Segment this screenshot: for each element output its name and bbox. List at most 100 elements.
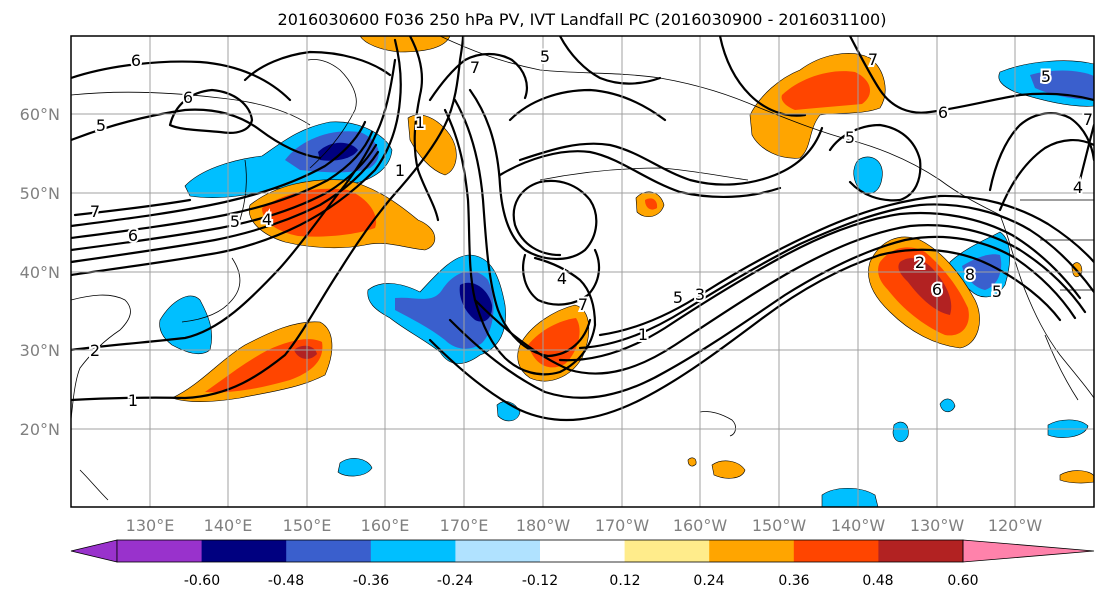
neg-anomaly-canada-core xyxy=(1030,70,1094,100)
pv-contour-2 xyxy=(71,58,397,352)
pos-anomaly-small-3 xyxy=(1059,470,1094,484)
lon-label: 140°W xyxy=(831,516,886,535)
pos-anomaly-small-2 xyxy=(711,460,746,479)
pv-contours xyxy=(71,36,1094,422)
pv-contour-25 xyxy=(518,126,824,186)
contour-label: 4 xyxy=(557,269,567,288)
lon-label: 140°E xyxy=(204,516,253,535)
lon-label: 160°E xyxy=(361,516,410,535)
contour-label: 5 xyxy=(992,282,1002,301)
coastline-baja xyxy=(1044,334,1079,401)
contour-label: 6 xyxy=(183,88,193,107)
contour-label: 6 xyxy=(131,51,141,70)
lon-label: 120°W xyxy=(988,516,1043,535)
pv-contour-10 xyxy=(71,60,292,102)
colorbar-tick-label: -0.12 xyxy=(522,573,558,589)
lon-label: 150°W xyxy=(752,516,807,535)
lon-label: 130°E xyxy=(126,516,175,535)
lon-label: 160°W xyxy=(673,516,728,535)
contour-label: 5 xyxy=(673,288,683,307)
lon-label: 180°W xyxy=(516,516,571,535)
lat-label: 50°N xyxy=(20,184,60,203)
contour-label: 6 xyxy=(128,226,138,245)
lat-label: 20°N xyxy=(20,420,60,439)
lat-label: 30°N xyxy=(20,341,60,360)
neg-anomaly-gulf xyxy=(853,156,883,194)
pv-contour-7 xyxy=(71,120,367,228)
pv-contour-3 xyxy=(71,38,402,277)
lat-label: 40°N xyxy=(20,263,60,282)
pv-contour-26 xyxy=(498,150,782,198)
colorbar-tick-label: -0.24 xyxy=(437,573,473,589)
contour-label: 5 xyxy=(1041,67,1051,86)
contour-label: 3 xyxy=(695,285,705,304)
colorbar-segment xyxy=(624,540,710,562)
pv-contour-4 xyxy=(71,150,380,264)
lon-label: 130°W xyxy=(910,516,965,535)
contour-labels: 6 6 5 7 6 5 4 2 1 1 7 1 4 7 1 5 3 7 5 6 xyxy=(88,45,1094,412)
colorbar-segment xyxy=(540,540,626,562)
pv-contour-23 xyxy=(578,203,1094,350)
coastline-japan xyxy=(181,257,241,323)
pos-anomaly-japan-jet-core xyxy=(262,188,377,237)
coastline-aleutians xyxy=(539,167,749,181)
colorbar-extend-max xyxy=(962,539,1095,563)
pv-contour-24 xyxy=(598,194,1094,337)
lat-label: 60°N xyxy=(20,105,60,124)
pv-contour-22 xyxy=(558,211,1082,362)
contour-label: 6 xyxy=(932,280,942,299)
contour-label: 8 xyxy=(965,265,975,284)
pv-contour-29 xyxy=(718,36,807,117)
pv-contour-30 xyxy=(848,36,1094,114)
colorbar-segment xyxy=(878,540,964,562)
pv-contour-11 xyxy=(168,88,254,134)
contour-label: 5 xyxy=(96,116,106,135)
colorbar-tick-label: 0.24 xyxy=(693,573,724,589)
pv-contour-9 xyxy=(71,108,322,160)
neg-anomaly-subtropic-6 xyxy=(939,398,956,413)
colorbar-tick-label: -0.36 xyxy=(353,573,389,589)
contour-label: 7 xyxy=(90,202,100,221)
pv-contour-34 xyxy=(1078,123,1094,182)
contour-label: 1 xyxy=(128,391,138,410)
colorbar-extend-min xyxy=(70,539,118,563)
colorbar-tick-label: 0.12 xyxy=(609,573,640,589)
pv-contour-20 xyxy=(448,235,1077,399)
colorbar: -0.60 -0.48 -0.36 -0.24 -0.12 0.12 0.24 … xyxy=(70,539,1095,589)
contour-label: 6 xyxy=(938,103,948,122)
pv-contour-8 xyxy=(73,198,192,217)
colorbar-tick-label: 0.36 xyxy=(778,573,809,589)
contour-label: 7 xyxy=(868,50,878,69)
contour-label: 4 xyxy=(262,210,272,229)
pv-contour-6 xyxy=(71,130,374,240)
colorbar-segment xyxy=(370,540,456,562)
pos-anomaly-arctic-north xyxy=(359,36,451,53)
lon-label: 170°E xyxy=(440,516,489,535)
coastline-hawaii xyxy=(699,411,736,437)
latitude-labels: 60°N 50°N 40°N 30°N 20°N xyxy=(20,105,60,439)
colorbar-tick-labels: -0.60 -0.48 -0.36 -0.24 -0.12 0.12 0.24 … xyxy=(184,573,979,589)
pv-contour-12 xyxy=(243,50,392,82)
coastline-north-america xyxy=(999,214,1094,399)
pv-contour-18 xyxy=(521,248,601,306)
contour-label: 7 xyxy=(578,295,588,314)
pv-contour-16 xyxy=(453,98,592,358)
colorbar-tick-label: -0.48 xyxy=(268,573,304,589)
contour-label: 7 xyxy=(1083,110,1093,129)
pv-contour-5 xyxy=(71,143,378,252)
coastline-sakhalin xyxy=(239,159,247,221)
contour-label: 1 xyxy=(395,161,405,180)
contour-label: 5 xyxy=(845,128,855,147)
lon-label: 150°E xyxy=(283,516,332,535)
coastline-philippines xyxy=(79,469,109,501)
contour-label: 4 xyxy=(1073,178,1083,197)
colorbar-segment xyxy=(286,540,372,562)
pos-anomaly-subtropic-west-center xyxy=(294,345,317,359)
colorbar-tick-label: 0.48 xyxy=(862,573,893,589)
coastlines xyxy=(71,36,1094,501)
gridlines xyxy=(71,36,1094,507)
contour-label: 5 xyxy=(230,212,240,231)
colorbar-segment xyxy=(455,540,541,562)
pos-anomaly-small-1-core xyxy=(645,198,658,210)
